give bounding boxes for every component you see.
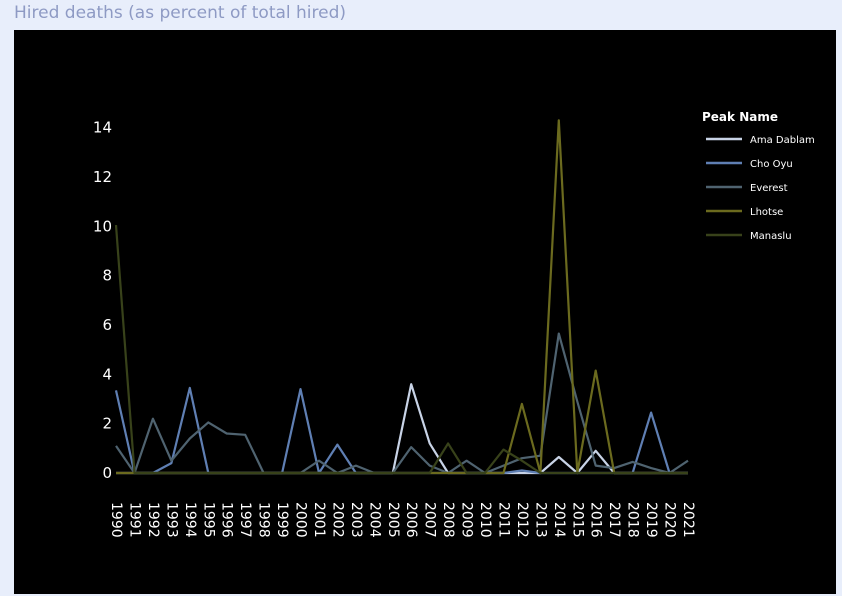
x-tick-label: 2012 <box>514 502 530 538</box>
x-tick-label: 2017 <box>606 502 622 538</box>
x-tick-label: 2001 <box>311 502 327 538</box>
chart-title: Hired deaths (as percent of total hired) <box>14 3 347 23</box>
legend-item-ama-dablam: Ama Dablam <box>750 135 815 146</box>
legend-item-lhotse: Lhotse <box>750 207 783 218</box>
x-tick-label: 1999 <box>274 502 290 538</box>
x-tick-label: 2019 <box>643 502 659 538</box>
x-tick-label: 2007 <box>422 502 438 538</box>
legend-title: Peak Name <box>702 110 778 124</box>
x-tick-label: 2018 <box>625 502 641 538</box>
x-tick-label: 1992 <box>145 502 161 538</box>
x-tick-label: 2008 <box>440 502 456 538</box>
y-tick-label: 0 <box>102 464 112 482</box>
x-tick-label: 2000 <box>293 502 309 538</box>
x-tick-label: 2016 <box>588 502 604 538</box>
x-tick-label: 1991 <box>126 502 142 538</box>
x-tick-label: 2002 <box>329 502 345 538</box>
chart-area: 0 2 4 6 8 10 12 14 1990 1991 1992 1993 1994 1995 1996… <box>14 30 836 594</box>
x-tick-label: 2010 <box>477 502 493 538</box>
y-tick-label: 8 <box>102 267 112 285</box>
x-tick-label: 1994 <box>182 502 198 538</box>
legend-item-cho-oyu: Cho Oyu <box>750 159 793 170</box>
x-tick-label: 2011 <box>495 502 511 538</box>
y-tick-label: 14 <box>93 119 112 137</box>
x-tick-label: 2009 <box>459 502 475 538</box>
x-tick-label: 2004 <box>366 502 382 538</box>
x-tick-label: 2020 <box>662 502 678 538</box>
x-tick-label: 2013 <box>532 502 548 538</box>
legend-item-everest: Everest <box>750 183 788 194</box>
x-tick-label: 2014 <box>551 502 567 538</box>
series-line-everest <box>115 332 689 475</box>
x-tick-label: 1996 <box>219 502 235 538</box>
series-line-manaslu <box>114 225 688 475</box>
x-tick-label: 2006 <box>403 502 419 538</box>
line-chart: 0 2 4 6 8 10 12 14 1990 1991 1992 1993 1994 1995 1996… <box>93 110 815 538</box>
x-tick-label: 2005 <box>385 502 401 538</box>
y-tick-label: 4 <box>102 365 112 383</box>
x-tick-label: 2015 <box>569 502 585 538</box>
y-tick-label: 2 <box>102 415 112 433</box>
x-tick-label: 1993 <box>163 502 179 538</box>
y-tick-label: 10 <box>93 217 112 235</box>
x-tick-label: 1995 <box>200 502 216 538</box>
y-tick-label: 6 <box>102 316 112 334</box>
x-tick-label: 1990 <box>108 502 124 538</box>
x-tick-label: 2003 <box>348 502 364 538</box>
y-tick-label: 12 <box>93 168 112 186</box>
series-line-lhotse <box>116 119 688 475</box>
x-tick-label: 2021 <box>680 502 696 538</box>
x-tick-label: 1997 <box>237 502 253 538</box>
legend-item-manaslu: Manaslu <box>750 231 792 242</box>
x-tick-label: 1998 <box>256 502 272 538</box>
